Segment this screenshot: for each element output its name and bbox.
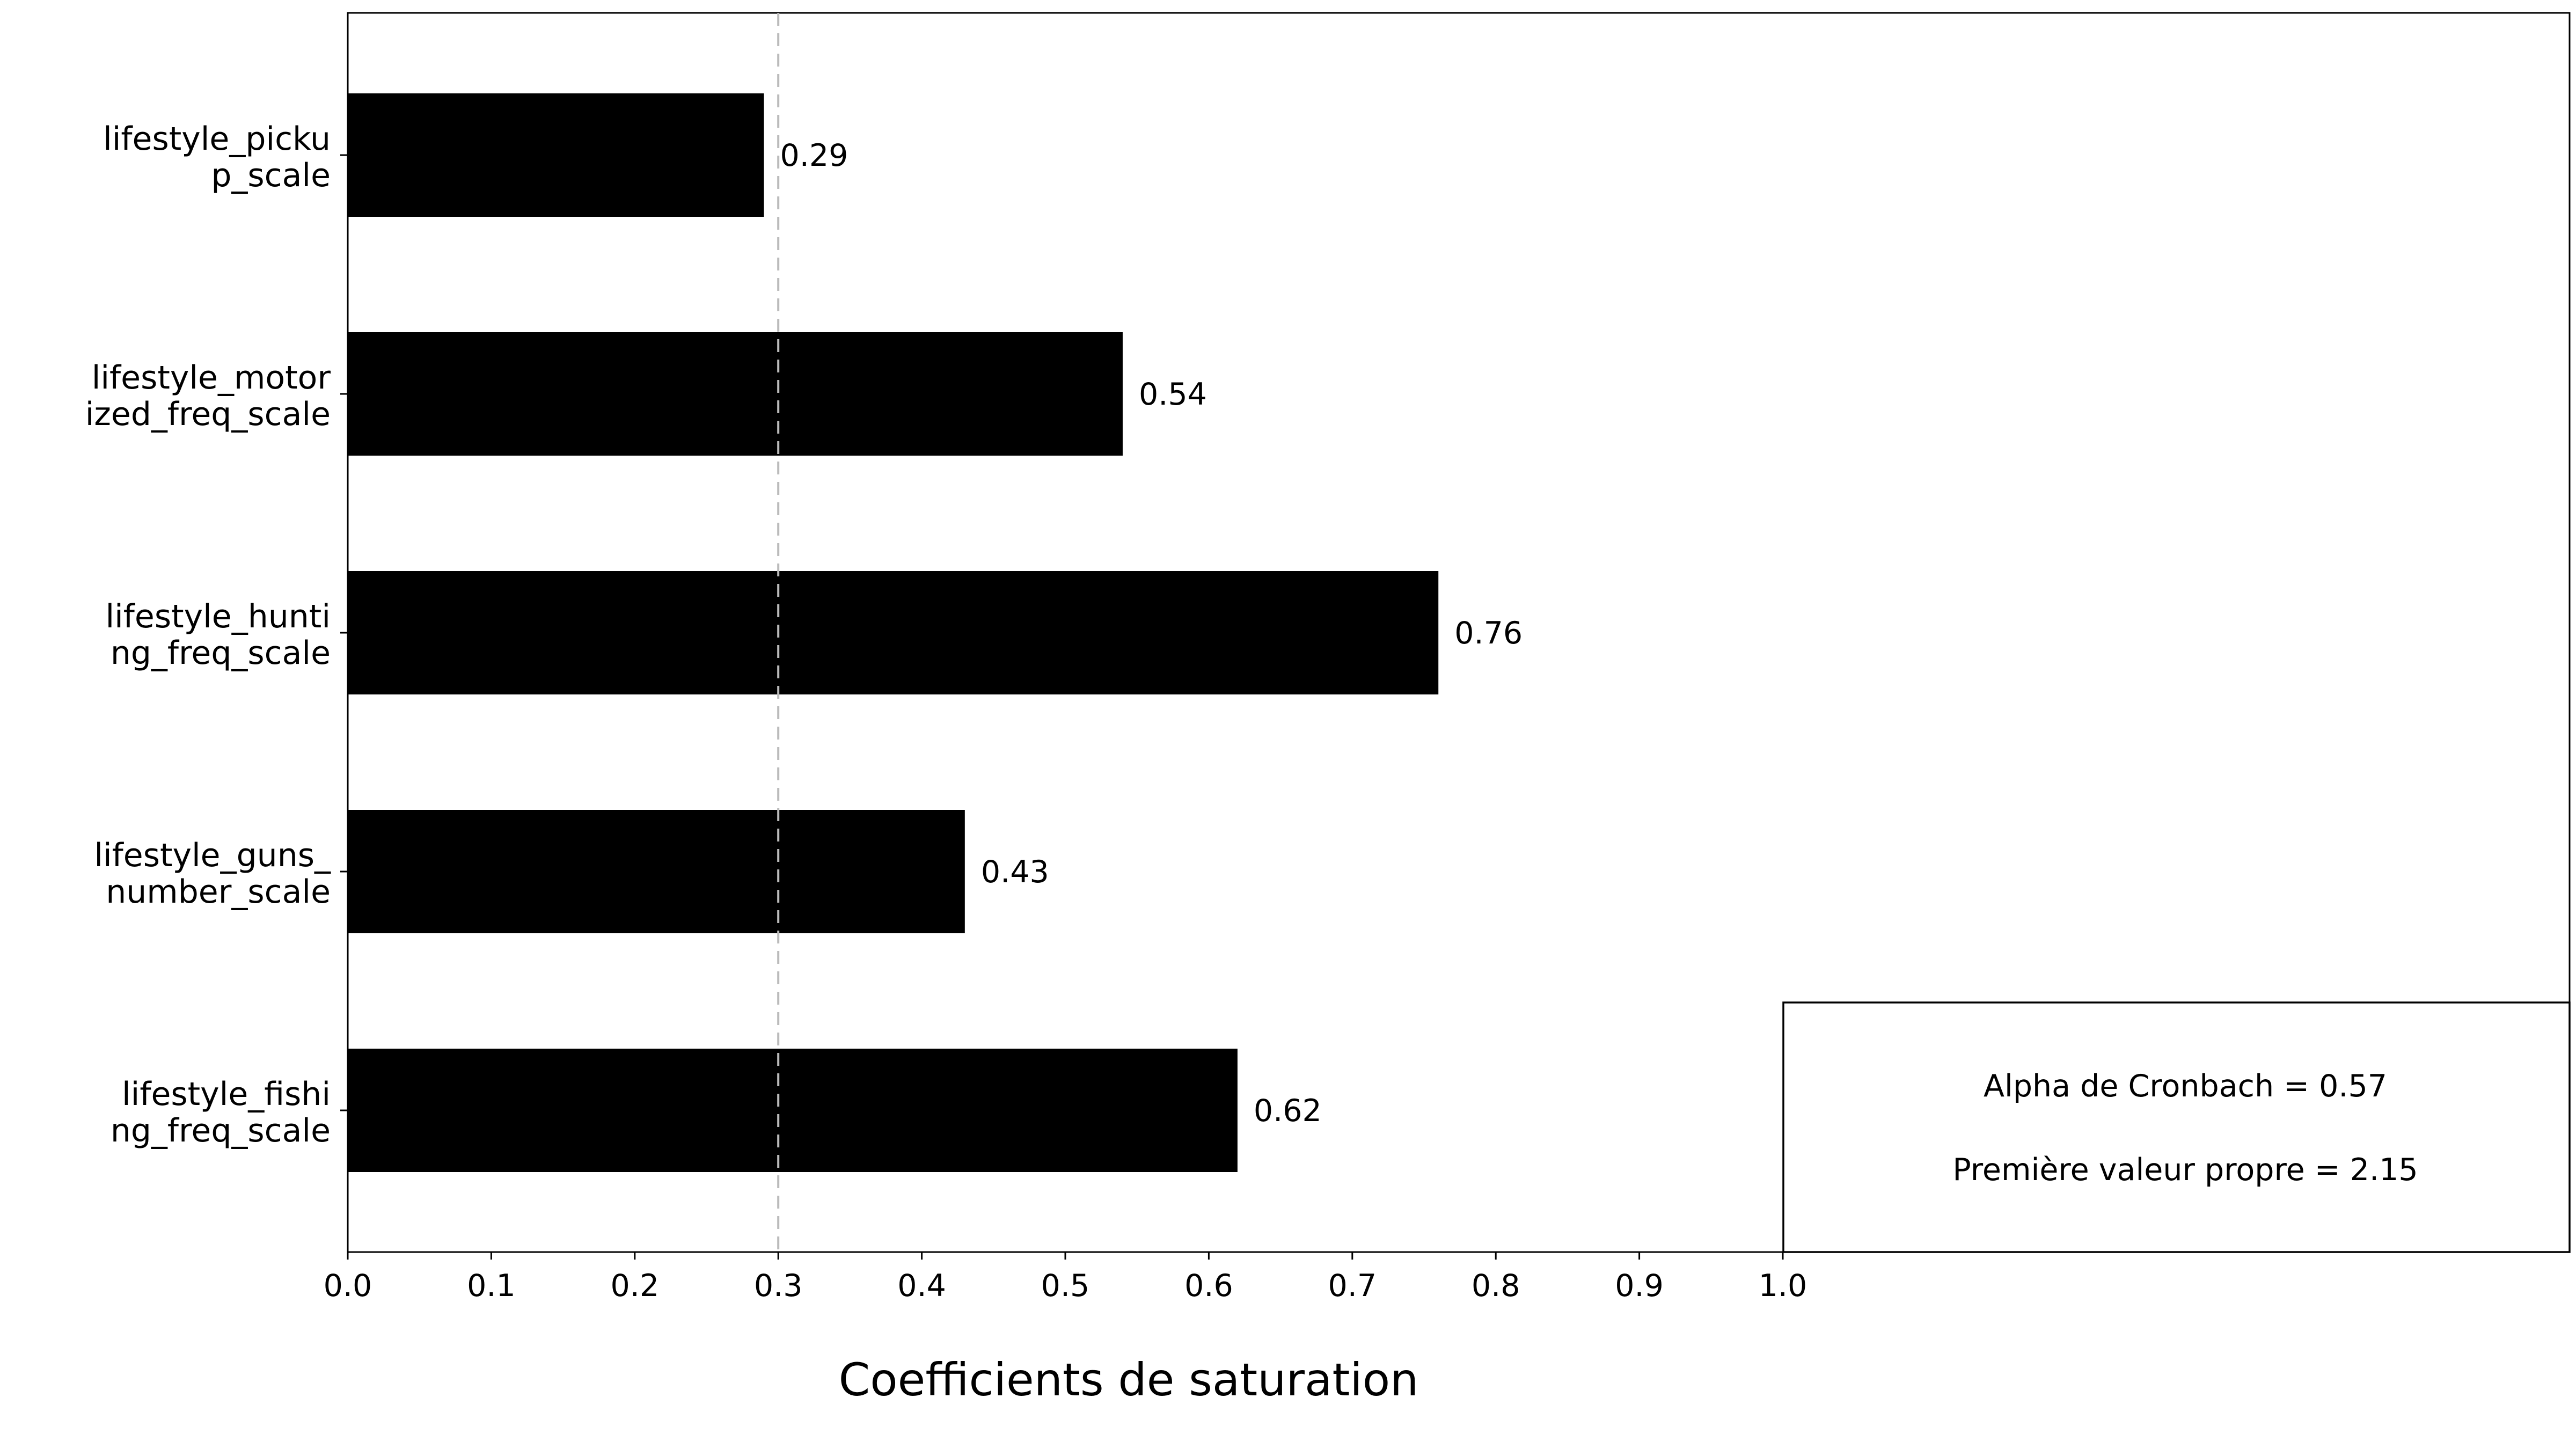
category-label: lifestyle_picku [103,120,331,158]
x-tick-label: 0.4 [897,1268,946,1304]
bar [348,1049,1238,1172]
category-label: number_scale [106,873,331,911]
x-tick-label: 0.3 [754,1268,803,1304]
category-label: lifestyle_hunti [105,598,331,635]
x-tick-label: 0.0 [324,1268,372,1304]
x-tick-label: 0.9 [1615,1268,1664,1304]
bar [348,332,1123,456]
cronbach-alpha-text: Alpha de Cronbach = 0.57 [1984,1069,2387,1104]
stats-box: Alpha de Cronbach = 0.57 Première valeur… [1782,1001,2571,1253]
category-label: lifestyle_fishi [122,1075,331,1113]
data-labels-group: 0.29 0.54 0.76 0.43 0.62 [780,138,1523,1129]
bar [348,810,965,933]
x-tick-label: 1.0 [1759,1268,1807,1304]
category-label: lifestyle_guns_ [94,837,331,874]
bars-group [348,93,1439,1172]
x-tick-label: 0.8 [1472,1268,1520,1304]
x-tick-label: 0.6 [1184,1268,1233,1304]
x-tick-label: 0.5 [1041,1268,1090,1304]
bar [348,571,1439,694]
category-label: ng_freq_scale [111,1112,331,1150]
bar [348,93,764,217]
data-label: 0.62 [1254,1093,1322,1129]
x-tick-label: 0.2 [610,1268,659,1304]
category-label: ized_freq_scale [85,396,331,433]
category-label: p_scale [211,157,331,194]
data-label: 0.76 [1454,616,1523,651]
category-label: ng_freq_scale [111,634,331,672]
x-ticks-group: 0.0 0.1 0.2 0.3 0.4 0.5 0.6 0.7 0.8 0.9 1.0 [324,154,1807,1304]
data-label: 0.54 [1139,377,1207,412]
stats-box-frame [1782,1001,2571,1253]
x-tick-label: 0.7 [1328,1268,1377,1304]
x-axis-title: Coefficients de saturation [839,1353,1419,1406]
x-tick-label: 0.1 [467,1268,516,1304]
first-eigenvalue-text: Première valeur propre = 2.15 [1952,1152,2418,1188]
data-label: 0.43 [981,854,1049,890]
category-label: lifestyle_motor [92,359,331,397]
data-label: 0.29 [780,138,848,173]
